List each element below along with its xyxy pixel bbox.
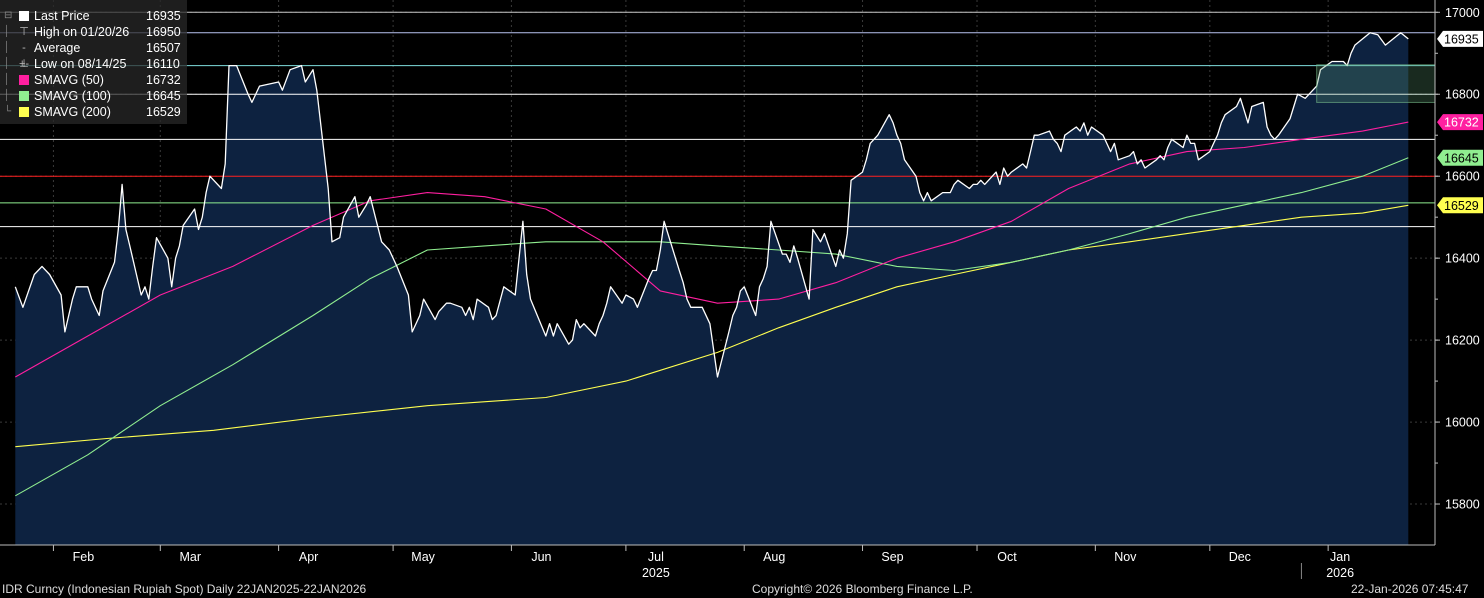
legend-item[interactable]: ⊟ Last Price 16935 <box>0 8 187 24</box>
x-tick-label: Dec <box>1229 550 1251 564</box>
legend-item[interactable]: │ ⊥ Low on 08/14/25 16110 <box>0 56 187 72</box>
legend-value: 16645 <box>146 89 181 103</box>
legend-swatch <box>19 107 29 117</box>
x-tick-label: Nov <box>1114 550 1137 564</box>
x-tick-label: Feb <box>73 550 95 564</box>
chart-title: IDR Curncy (Indonesian Rupiah Spot) Dail… <box>2 582 367 596</box>
legend-value: 16529 <box>146 105 181 119</box>
timestamp: 22-Jan-2026 07:45:47 <box>1351 582 1469 596</box>
horizontal-levels <box>0 11 1435 228</box>
x-tick-label: Oct <box>997 550 1017 564</box>
series-line-smavg <box>15 157 1409 497</box>
axes: 15800 16000 16200 16400 16600 16800 17000 Feb Ma… <box>0 0 1480 580</box>
legend-value: 16507 <box>146 41 181 55</box>
value-tag-label: 16935 <box>1444 32 1479 46</box>
legend-item[interactable]: │ -+- Average 16507 <box>0 40 187 70</box>
value-tag-label: 16529 <box>1444 199 1479 213</box>
y-tick-label: 15800 <box>1445 498 1480 512</box>
x-tick-label: Sep <box>881 550 903 564</box>
series-line-smavg <box>15 204 1409 448</box>
series-lines <box>14 32 1409 497</box>
average-marker-icon: -+- <box>18 42 30 70</box>
legend-tree-line-icon: │ <box>4 74 11 85</box>
y-tick-label: 16200 <box>1445 334 1480 348</box>
legend-tree-line-icon: │ <box>4 58 11 69</box>
value-tag-bg <box>1437 114 1483 131</box>
y-tick-label: 16800 <box>1445 88 1480 102</box>
legend-value: 16950 <box>146 25 181 39</box>
low-marker-icon: ⊥ <box>19 58 29 70</box>
legend-value: 16110 <box>146 57 180 71</box>
x-tick-label: Jun <box>531 550 551 564</box>
legend-collapse-icon[interactable]: ⊟ <box>4 10 13 21</box>
legend-item[interactable]: │ ⊤ High on 01/20/26 16950 <box>0 24 187 40</box>
legend-item[interactable]: │ SMAVG (100) 16645 <box>0 88 187 104</box>
y-tick-label: 16000 <box>1445 416 1480 430</box>
x-tick-label: Jul <box>648 550 664 564</box>
x-tick-label: Jan <box>1330 550 1350 564</box>
legend-label: SMAVG (200) <box>34 105 111 119</box>
legend: ⊟ Last Price 16935 │ ⊤ High on 01/20/26 … <box>0 0 187 124</box>
y-tick-label: 16600 <box>1445 170 1480 184</box>
legend-label: Low on 08/14/25 <box>34 57 127 71</box>
legend-swatch <box>19 11 29 21</box>
legend-label: Last Price <box>34 9 90 23</box>
legend-item[interactable]: │ SMAVG (50) 16732 <box>0 72 187 88</box>
y-tick-label: 17000 <box>1445 6 1480 20</box>
legend-tree-line-icon: │ <box>4 42 11 53</box>
x-tick-label: Mar <box>180 550 202 564</box>
value-tag-label: 16732 <box>1444 116 1479 130</box>
x-tick-label: Apr <box>299 550 318 564</box>
copyright: Copyright© 2026 Bloomberg Finance L.P. <box>752 582 973 596</box>
legend-label: High on 01/20/26 <box>34 25 130 39</box>
legend-label: SMAVG (100) <box>34 89 111 103</box>
x-year-label: 2026 <box>1326 566 1354 580</box>
legend-label: Average <box>34 41 81 55</box>
legend-value: 16935 <box>146 9 181 23</box>
legend-value: 16732 <box>146 73 181 87</box>
y-tick-label: 16400 <box>1445 252 1480 266</box>
high-marker-icon: ⊤ <box>19 26 29 38</box>
legend-swatch <box>19 91 29 101</box>
legend-tree-line-icon: └ <box>4 106 12 117</box>
value-tag-label: 16645 <box>1444 151 1479 165</box>
last-value-tags: 16935 16732 16645 16529 <box>1437 30 1483 214</box>
value-tag-bg <box>1437 197 1483 214</box>
x-tick-label: May <box>411 550 435 564</box>
legend-item[interactable]: └ SMAVG (200) 16529 <box>0 104 187 120</box>
recent-range-highlight <box>1316 64 1436 103</box>
value-tag-bg <box>1437 30 1483 47</box>
legend-tree-line-icon: │ <box>4 90 11 101</box>
x-year-label: 2025 <box>642 566 670 580</box>
legend-tree-line-icon: │ <box>4 26 11 37</box>
value-tag-bg <box>1437 149 1483 166</box>
series-line-last-price <box>14 32 1409 378</box>
last-price-area <box>15 32 1409 546</box>
x-tick-label: Aug <box>763 550 785 564</box>
legend-swatch <box>19 75 29 85</box>
legend-label: SMAVG (50) <box>34 73 104 87</box>
